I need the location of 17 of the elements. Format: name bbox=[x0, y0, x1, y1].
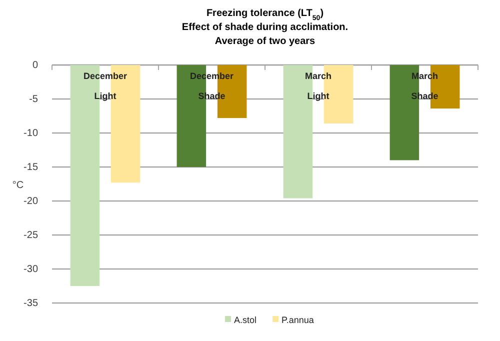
y-tick-label: -20 bbox=[24, 196, 38, 208]
y-tick-label: -15 bbox=[24, 162, 38, 174]
legend-label: A.stol bbox=[234, 315, 257, 325]
y-tick-label: -10 bbox=[24, 128, 38, 140]
x-tick-label: December Shade bbox=[190, 71, 234, 101]
x-tick-label: March Light bbox=[304, 71, 332, 101]
chart-title: Freezing tolerance (LT$_{50}$) bbox=[206, 8, 324, 22]
y-tick-label: 0 bbox=[32, 60, 38, 72]
x-tick-label: March Shade bbox=[411, 71, 438, 101]
y-tick-label: -25 bbox=[24, 230, 38, 242]
y-tick-label: -5 bbox=[29, 94, 38, 106]
y-tick-label: -35 bbox=[24, 298, 38, 310]
y-tick-label: -30 bbox=[24, 264, 38, 276]
legend-label: P.annua bbox=[282, 315, 314, 325]
x-tick-label: December Light bbox=[83, 71, 128, 101]
y-axis-title: °C bbox=[12, 180, 24, 191]
chart-subtitle: Effect of shade during acclimation. Average of two years bbox=[182, 22, 348, 47]
